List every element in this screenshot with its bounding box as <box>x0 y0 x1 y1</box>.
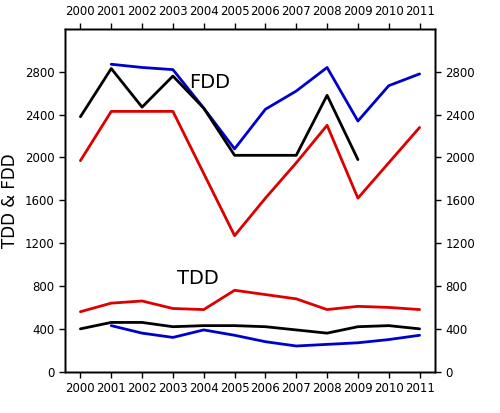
Text: FDD: FDD <box>190 73 230 92</box>
Text: TDD: TDD <box>176 269 218 288</box>
Y-axis label: TDD & FDD: TDD & FDD <box>2 153 20 248</box>
